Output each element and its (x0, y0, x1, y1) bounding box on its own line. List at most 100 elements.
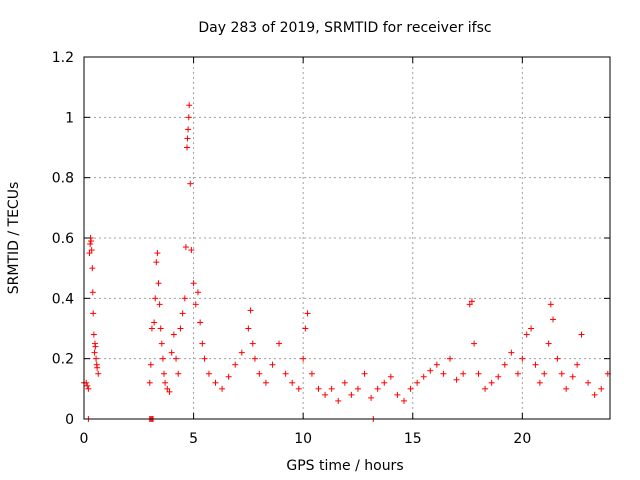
data-point (335, 397, 342, 404)
data-point (90, 331, 97, 338)
data-point (558, 370, 565, 377)
x-tick-label: 5 (189, 431, 198, 447)
data-point (147, 361, 154, 368)
data-point (295, 385, 302, 392)
data-point (201, 355, 208, 362)
data-point (495, 373, 502, 380)
data-point (315, 385, 322, 392)
data-point (578, 331, 585, 338)
data-point (569, 373, 576, 380)
x-tick-label: 15 (404, 431, 422, 447)
data-point (152, 295, 159, 302)
data-point (162, 379, 169, 386)
y-tick-label: 1 (65, 110, 74, 126)
y-tick-label: 0.4 (52, 291, 74, 307)
data-point (181, 295, 188, 302)
data-point (523, 331, 530, 338)
data-point (545, 340, 552, 347)
data-point (205, 370, 212, 377)
data-point (585, 379, 592, 386)
data-point (550, 316, 557, 323)
data-point (361, 370, 368, 377)
data-point (348, 391, 355, 398)
data-point (170, 331, 177, 338)
data-point (387, 373, 394, 380)
data-point (420, 373, 427, 380)
data-point (468, 298, 475, 305)
data-point (475, 370, 482, 377)
data-point (466, 301, 473, 308)
y-tick-label: 0.6 (52, 231, 74, 247)
data-point (322, 391, 329, 398)
data-point (173, 355, 180, 362)
data-point (262, 379, 269, 386)
data-point (440, 370, 447, 377)
data-point (368, 394, 375, 401)
data-point (94, 364, 101, 371)
data-point (185, 126, 192, 133)
data-point (86, 250, 93, 257)
data-point (300, 355, 307, 362)
data-point (84, 382, 91, 389)
data-point (519, 355, 526, 362)
data-point (460, 370, 467, 377)
data-point (282, 370, 289, 377)
data-point (251, 355, 258, 362)
data-point (212, 379, 219, 386)
data-point (245, 325, 252, 332)
data-point (591, 391, 598, 398)
data-point (185, 114, 192, 121)
data-point (341, 379, 348, 386)
axis-ticks: 0 0.2 0.4 0.6 0.8 1 1.2 0 5 10 15 20 (52, 50, 610, 447)
data-point (91, 349, 98, 356)
data-point (157, 325, 164, 332)
data-point (177, 325, 184, 332)
data-point (302, 325, 309, 332)
data-point (151, 319, 158, 326)
data-point (574, 361, 581, 368)
data-point (400, 397, 407, 404)
data-point (532, 361, 539, 368)
data-point (159, 355, 166, 362)
data-point (269, 361, 276, 368)
data-point (190, 280, 197, 287)
data-point (146, 379, 153, 386)
data-point (232, 361, 239, 368)
data-point (166, 388, 173, 395)
data-point (160, 370, 167, 377)
data-point (156, 301, 163, 308)
data-point (186, 102, 193, 109)
data-point (168, 349, 175, 356)
data-point (148, 325, 155, 332)
y-tick-label: 0 (65, 412, 74, 428)
grid (84, 57, 610, 419)
data-point (547, 301, 554, 308)
data-point (88, 238, 95, 245)
data-point (433, 361, 440, 368)
data-point (153, 259, 160, 266)
data-points (81, 102, 611, 422)
data-point (199, 340, 206, 347)
data-point (407, 385, 414, 392)
data-point (374, 385, 381, 392)
data-point (175, 370, 182, 377)
data-point (536, 379, 543, 386)
data-point (95, 370, 102, 377)
data-point (184, 135, 191, 142)
data-point (447, 355, 454, 362)
data-point (328, 385, 335, 392)
data-point (501, 361, 508, 368)
data-point (87, 241, 94, 248)
data-point (249, 340, 256, 347)
y-tick-label: 0.2 (52, 352, 74, 368)
data-point (158, 340, 165, 347)
data-point (304, 310, 311, 317)
data-point (184, 144, 191, 151)
y-axis-label: SRMTID / TECUs (6, 182, 22, 295)
chart-title: Day 283 of 2019, SRMTID for receiver ifs… (198, 20, 491, 36)
data-point (154, 250, 161, 257)
data-point (528, 325, 535, 332)
data-point (514, 370, 521, 377)
data-point (90, 310, 97, 317)
plot-frame (83, 56, 611, 420)
